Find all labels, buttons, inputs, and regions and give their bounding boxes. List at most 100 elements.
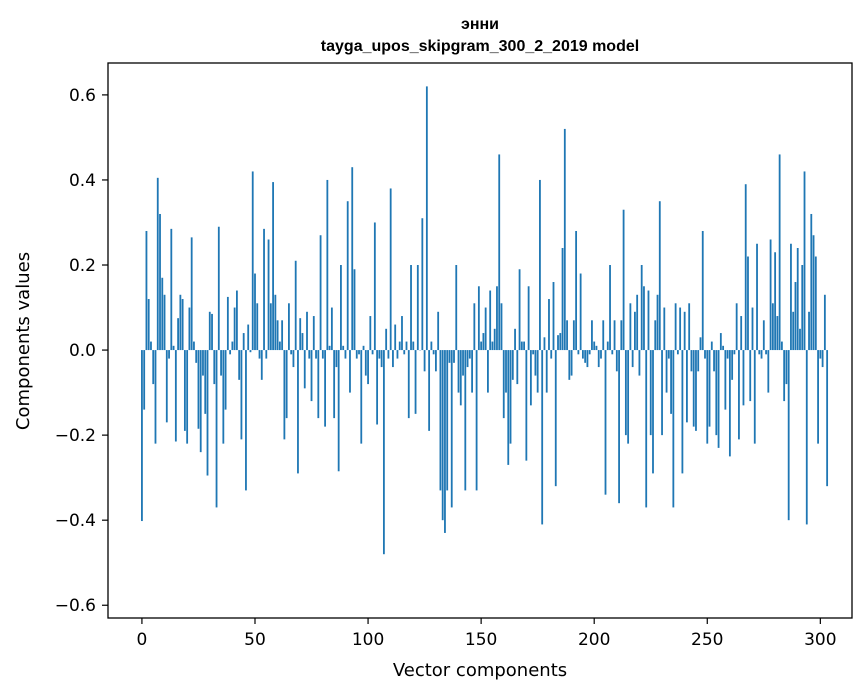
bar-10 (163, 294, 166, 351)
bar-141 (459, 350, 462, 406)
bar-222 (643, 286, 645, 351)
bar-286 (787, 350, 790, 521)
bar-57 (269, 303, 272, 351)
bar-71 (301, 333, 304, 351)
y-tick-label: 0.4 (69, 171, 96, 191)
bar-208 (611, 350, 614, 355)
bar-72 (303, 350, 306, 389)
bar-274 (760, 350, 763, 359)
bar-51 (256, 303, 259, 351)
bar-231 (663, 307, 666, 351)
bar-298 (814, 256, 817, 351)
bar-119 (410, 265, 412, 351)
bar-303 (826, 350, 829, 487)
bar-44 (240, 350, 243, 440)
bar-163 (509, 350, 512, 444)
bar-82 (326, 179, 329, 351)
bar-242 (688, 303, 691, 351)
bar-270 (751, 307, 754, 351)
bar-257 (722, 345, 725, 351)
bar-81 (324, 350, 326, 427)
bar-279 (771, 303, 774, 351)
bar-267 (744, 184, 747, 351)
bar-30 (208, 311, 211, 351)
bar-205 (604, 350, 607, 495)
bar-162 (507, 350, 510, 465)
bar-142 (462, 350, 464, 376)
bar-176 (539, 179, 541, 351)
bar-291 (799, 328, 801, 351)
bar-76 (312, 316, 315, 351)
bar-138 (453, 350, 455, 363)
bar-197 (586, 350, 589, 368)
bar-89 (342, 345, 345, 351)
bar-216 (629, 303, 632, 351)
bar-271 (753, 350, 756, 444)
bar-133 (441, 350, 444, 521)
bar-146 (471, 350, 473, 393)
bar-206 (606, 341, 609, 351)
bar-120 (412, 341, 415, 351)
bar-263 (735, 303, 738, 351)
x-axis-ticks: 0 50 100 150 200 250 300 (137, 618, 837, 650)
bar-53 (260, 350, 263, 380)
bar-73 (306, 311, 308, 351)
x-tick-label: 200 (578, 630, 610, 650)
bar-19 (183, 350, 186, 431)
bar-143 (464, 350, 467, 491)
bar-297 (812, 235, 815, 351)
bar-134 (444, 350, 446, 533)
bar-256 (719, 333, 722, 351)
bar-68 (294, 260, 297, 351)
bar-245 (695, 350, 697, 431)
bar-187 (563, 128, 566, 351)
bar-174 (534, 350, 537, 376)
bar-48 (249, 350, 252, 353)
bar-191 (572, 320, 575, 351)
bar-114 (398, 341, 401, 351)
bar-282 (778, 154, 781, 351)
bar-265 (740, 316, 743, 351)
y-tick-label: 0.0 (69, 341, 96, 361)
bar-153 (487, 350, 489, 393)
bar-87 (337, 350, 340, 472)
bar-127 (428, 350, 431, 431)
bar-85 (333, 350, 336, 419)
bar-147 (473, 303, 476, 351)
bar-186 (561, 248, 564, 351)
bar-112 (394, 324, 397, 351)
bar-262 (733, 350, 736, 355)
bar-121 (414, 350, 417, 414)
bar-40 (231, 341, 234, 351)
bar-122 (416, 265, 419, 351)
bar-35 (220, 350, 222, 376)
bar-4 (150, 341, 152, 351)
bar-198 (588, 350, 591, 355)
bar-179 (545, 350, 548, 393)
bar-140 (457, 350, 460, 393)
bar-128 (430, 341, 433, 351)
bar-266 (742, 350, 745, 406)
bar-77 (315, 350, 317, 359)
bar-50 (254, 273, 256, 351)
bar-260 (728, 350, 731, 457)
bar-214 (624, 350, 627, 436)
x-tick-label: 150 (465, 630, 497, 650)
bar-285 (785, 350, 788, 385)
y-tick-label: −0.4 (55, 511, 96, 531)
bar-92 (349, 350, 351, 393)
bar-283 (780, 341, 783, 351)
bar-132 (439, 350, 442, 491)
bar-239 (681, 350, 684, 474)
bar-223 (645, 350, 648, 508)
bar-259 (726, 350, 729, 359)
bar-41 (233, 307, 236, 351)
bar-167 (518, 269, 521, 351)
bar-36 (222, 350, 225, 444)
bar-104 (376, 350, 379, 425)
bar-59 (274, 294, 277, 351)
bar-12 (168, 350, 170, 359)
bar-159 (500, 303, 503, 351)
bar-244 (692, 350, 695, 427)
